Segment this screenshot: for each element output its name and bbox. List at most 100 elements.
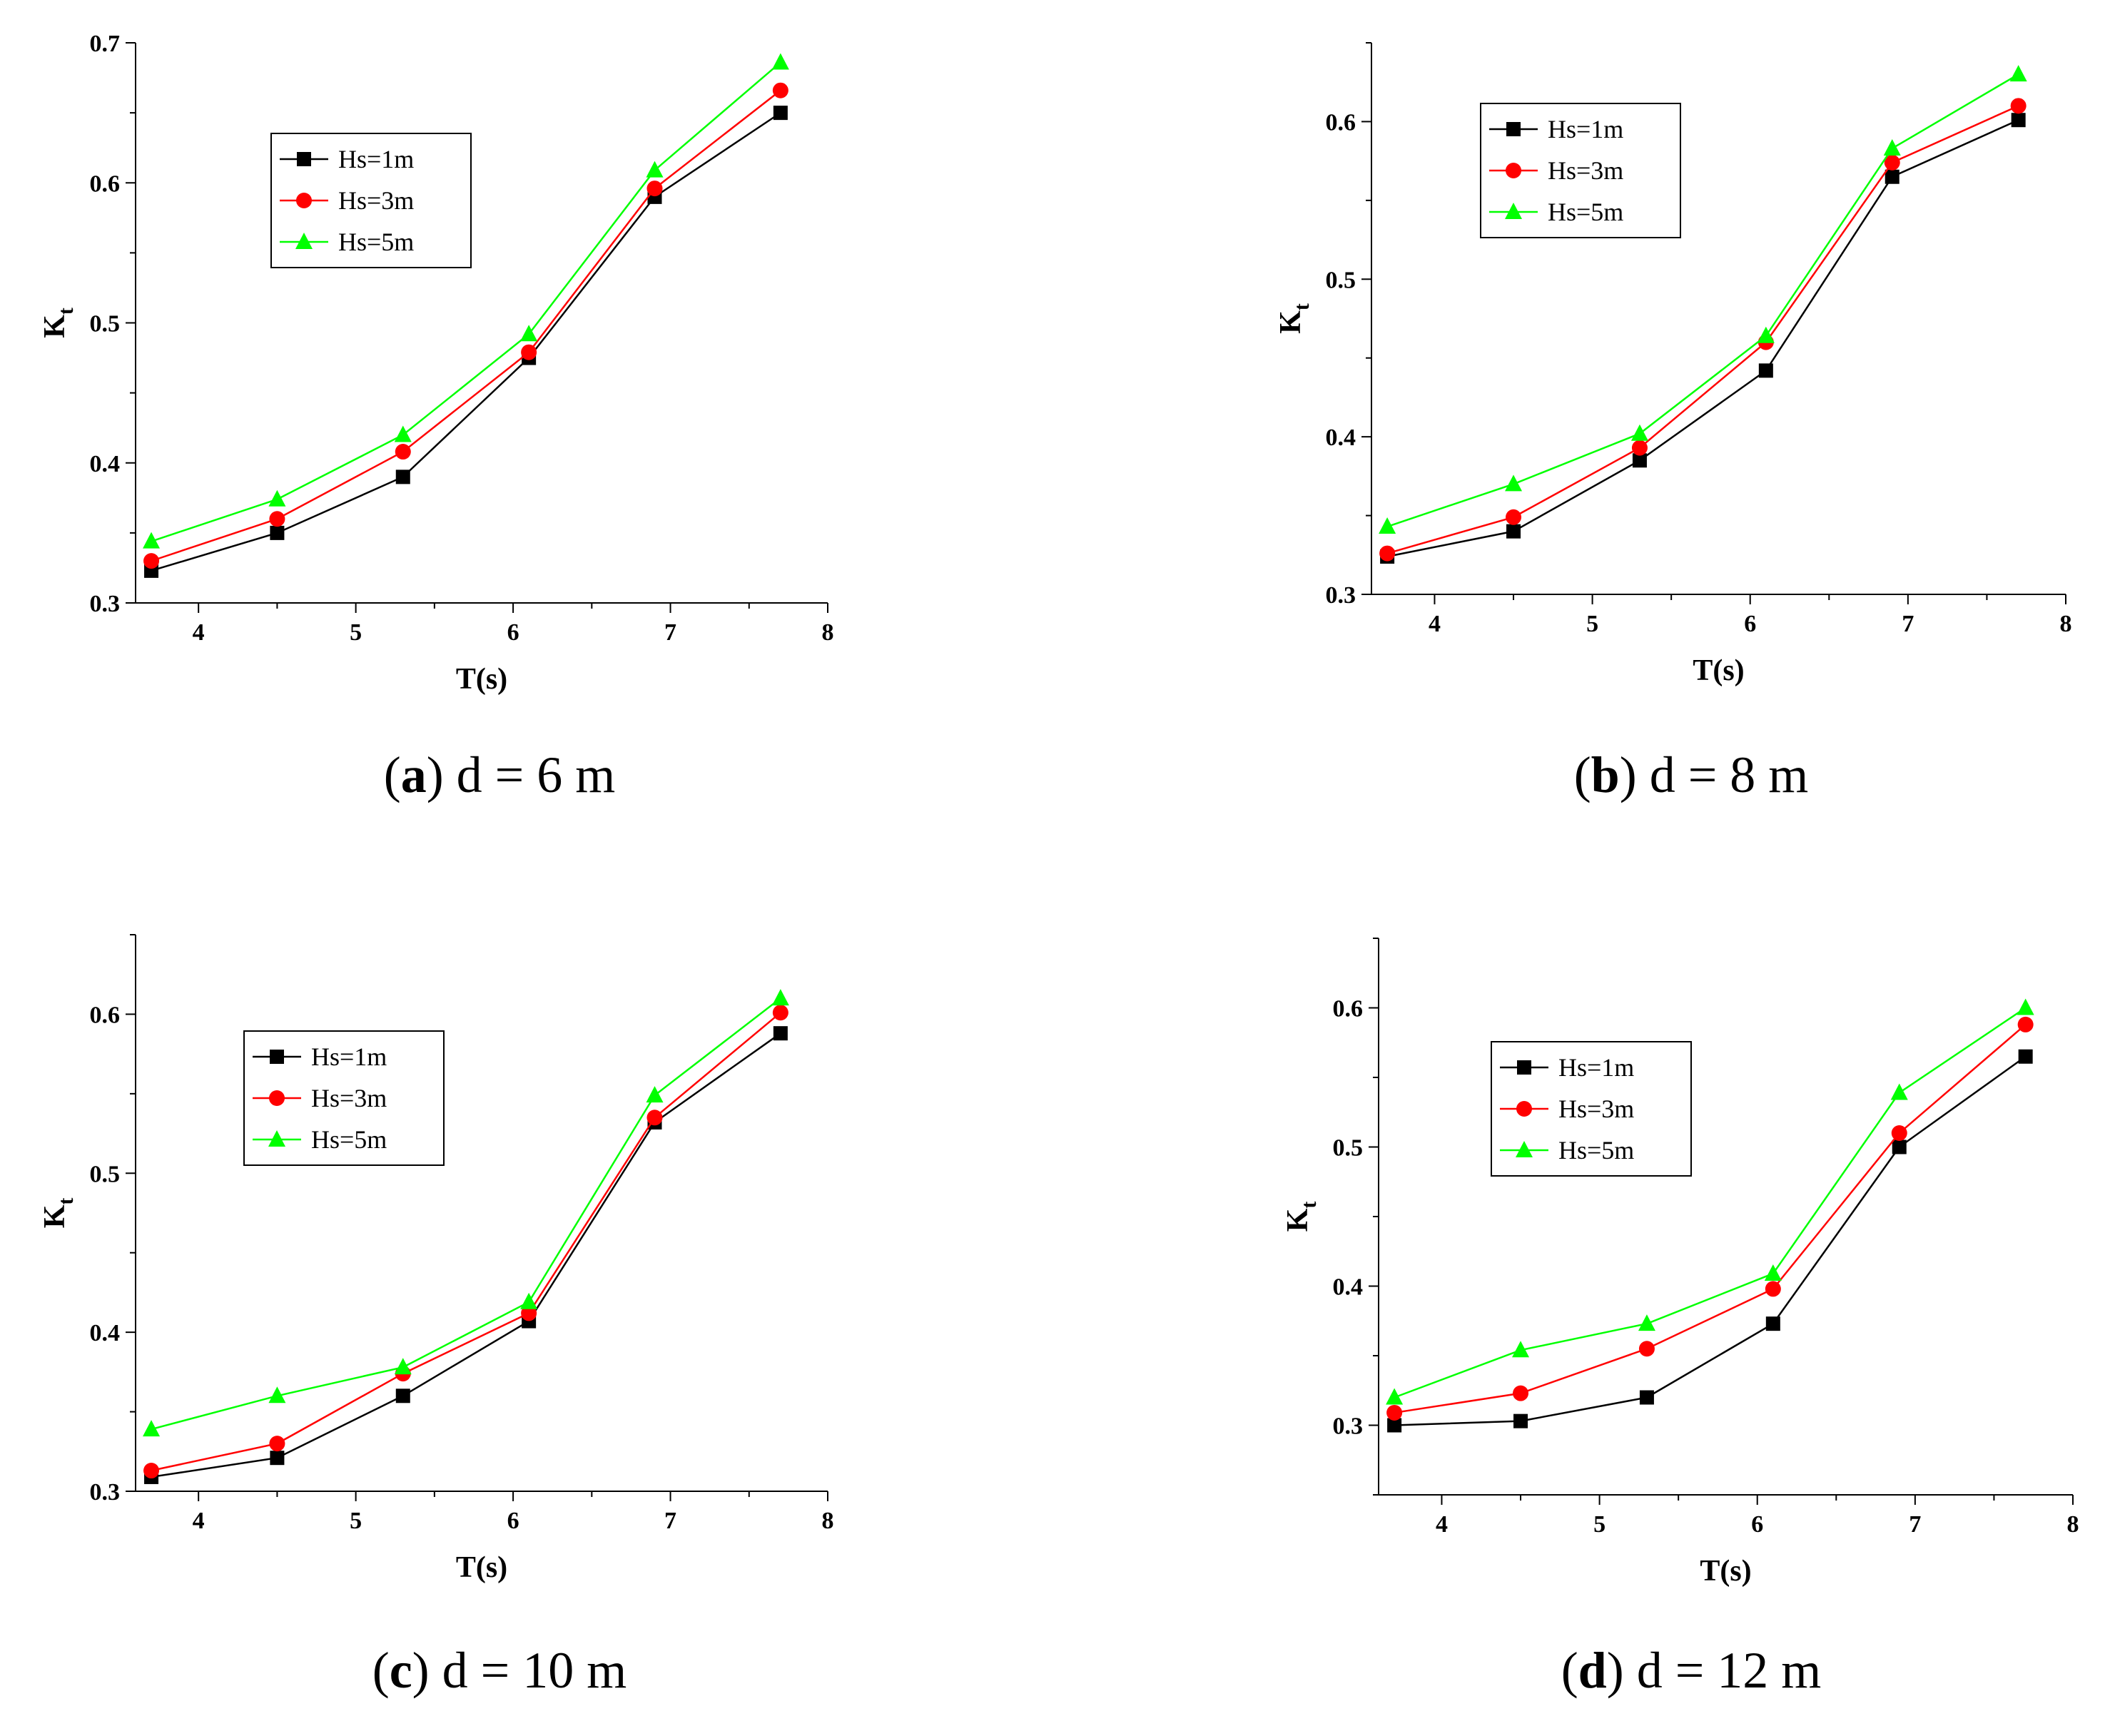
data-point xyxy=(1379,545,1396,562)
data-point xyxy=(771,989,789,1006)
x-axis-title: T(s) xyxy=(456,1551,507,1584)
x-tick-label: 4 xyxy=(193,619,205,646)
y-tick-label: 0.5 xyxy=(90,1161,121,1187)
caption-text: d = 10 m xyxy=(442,1642,627,1699)
y-tick-label: 0.3 xyxy=(90,591,121,617)
data-point xyxy=(1890,1083,1908,1100)
data-point xyxy=(1630,424,1648,441)
y-tick-label: 0.5 xyxy=(90,311,121,337)
data-point xyxy=(1512,1341,1530,1358)
x-tick-label: 6 xyxy=(1744,611,1756,637)
y-tick-label: 0.5 xyxy=(1333,1135,1364,1162)
data-point xyxy=(1513,1385,1529,1401)
data-point xyxy=(773,1026,788,1041)
data-point xyxy=(772,82,788,98)
legend-label: Hs=3m xyxy=(311,1084,387,1112)
series-line xyxy=(151,89,781,562)
y-axis-title: Kt xyxy=(1282,1202,1321,1232)
data-point xyxy=(773,106,788,121)
x-tick-label: 8 xyxy=(2067,1511,2079,1538)
data-point xyxy=(2011,113,2026,128)
x-axis-title: T(s) xyxy=(456,663,507,696)
y-axis-title-main: K xyxy=(39,315,71,338)
legend-label: Hs=5m xyxy=(1548,198,1623,226)
y-tick-label: 0.6 xyxy=(1326,109,1356,136)
x-tick-label: 6 xyxy=(507,1508,519,1534)
x-tick-label: 6 xyxy=(507,619,519,646)
x-tick-label: 7 xyxy=(1909,1511,1921,1538)
data-point xyxy=(1892,1139,1907,1154)
legend-swatch-marker xyxy=(297,152,311,166)
x-tick-label: 6 xyxy=(1751,1511,1763,1538)
legend-label: Hs=3m xyxy=(1558,1095,1634,1123)
data-point xyxy=(143,532,161,549)
x-tick-label: 4 xyxy=(1436,1511,1448,1538)
data-point xyxy=(395,444,411,460)
caption-d: (d) d = 12 m xyxy=(1561,1642,1822,1699)
legend-label: Hs=3m xyxy=(338,186,414,215)
x-tick-label: 7 xyxy=(1902,611,1914,637)
legend-swatch-marker xyxy=(268,1130,285,1147)
data-point xyxy=(394,1358,412,1375)
legend-label: Hs=1m xyxy=(338,145,414,173)
series-line xyxy=(1394,1023,2027,1414)
data-point xyxy=(1639,1390,1654,1405)
data-point xyxy=(395,1389,410,1403)
data-point xyxy=(1513,1413,1528,1428)
data-point xyxy=(1379,517,1396,534)
data-point xyxy=(1638,1314,1655,1331)
y-axis-title: Kt xyxy=(39,1198,78,1229)
data-point xyxy=(269,511,285,527)
y-axis-title: Kt xyxy=(39,308,78,338)
data-point xyxy=(2017,1016,2034,1032)
data-point xyxy=(1506,524,1521,539)
legend-label: Hs=1m xyxy=(311,1042,387,1071)
y-axis-title-subscript: t xyxy=(1297,1202,1321,1209)
data-point xyxy=(268,1386,286,1403)
caption-a: (a) d = 6 m xyxy=(383,746,616,803)
data-point xyxy=(1891,1125,1907,1141)
x-tick-label: 5 xyxy=(1586,611,1598,637)
data-point xyxy=(143,1463,160,1479)
chart-panel-c: 4 5 6 7 8 0.3 0.4 0.5 0.6 T(s) Kt Hs=1m Hs=3m Hs=5m xyxy=(39,934,834,1584)
data-point xyxy=(1757,326,1775,343)
y-tick-label: 0.4 xyxy=(90,451,121,477)
data-point xyxy=(771,53,789,70)
data-point xyxy=(270,525,285,540)
y-tick-label: 0.7 xyxy=(90,31,121,57)
legend-label: Hs=1m xyxy=(1558,1053,1634,1082)
legend-swatch-marker xyxy=(1516,1101,1532,1117)
x-tick-label: 8 xyxy=(2060,611,2072,637)
y-tick-label: 0.6 xyxy=(1333,996,1364,1022)
data-point xyxy=(520,325,538,342)
legend-label: Hs=5m xyxy=(311,1125,387,1154)
legend-label: Hs=5m xyxy=(338,228,414,256)
data-point xyxy=(269,1436,285,1452)
data-point xyxy=(2009,65,2027,82)
legend-swatch-marker xyxy=(1516,1141,1533,1157)
x-tick-label: 4 xyxy=(1429,611,1441,637)
data-point xyxy=(143,1420,161,1437)
data-point xyxy=(646,181,663,197)
data-point xyxy=(1386,1404,1403,1421)
data-point xyxy=(1387,1418,1402,1433)
x-tick-label: 8 xyxy=(822,1508,834,1534)
legend-label: Hs=1m xyxy=(1548,115,1623,143)
chart-panel-b: 4 5 6 7 8 0.3 0.4 0.5 0.6 T(s) Kt Hs=1m Hs=3m Hs=5m xyxy=(1274,42,2072,687)
data-point xyxy=(1884,154,1900,171)
caption-text: d = 8 m xyxy=(1649,746,1809,803)
legend-swatch-marker xyxy=(270,1050,284,1064)
data-point xyxy=(143,553,160,569)
data-point xyxy=(270,1451,285,1466)
data-point xyxy=(646,1086,664,1103)
data-point xyxy=(1638,1341,1655,1357)
legend-swatch-marker xyxy=(1517,1060,1531,1075)
series-line xyxy=(1386,105,2019,554)
series-line xyxy=(1394,1007,2027,1399)
data-point xyxy=(1386,1388,1404,1405)
data-point xyxy=(1758,363,1773,378)
x-axis-title: T(s) xyxy=(1700,1555,1751,1588)
series-line xyxy=(151,1012,781,1472)
y-axis-title-main: K xyxy=(39,1204,71,1228)
